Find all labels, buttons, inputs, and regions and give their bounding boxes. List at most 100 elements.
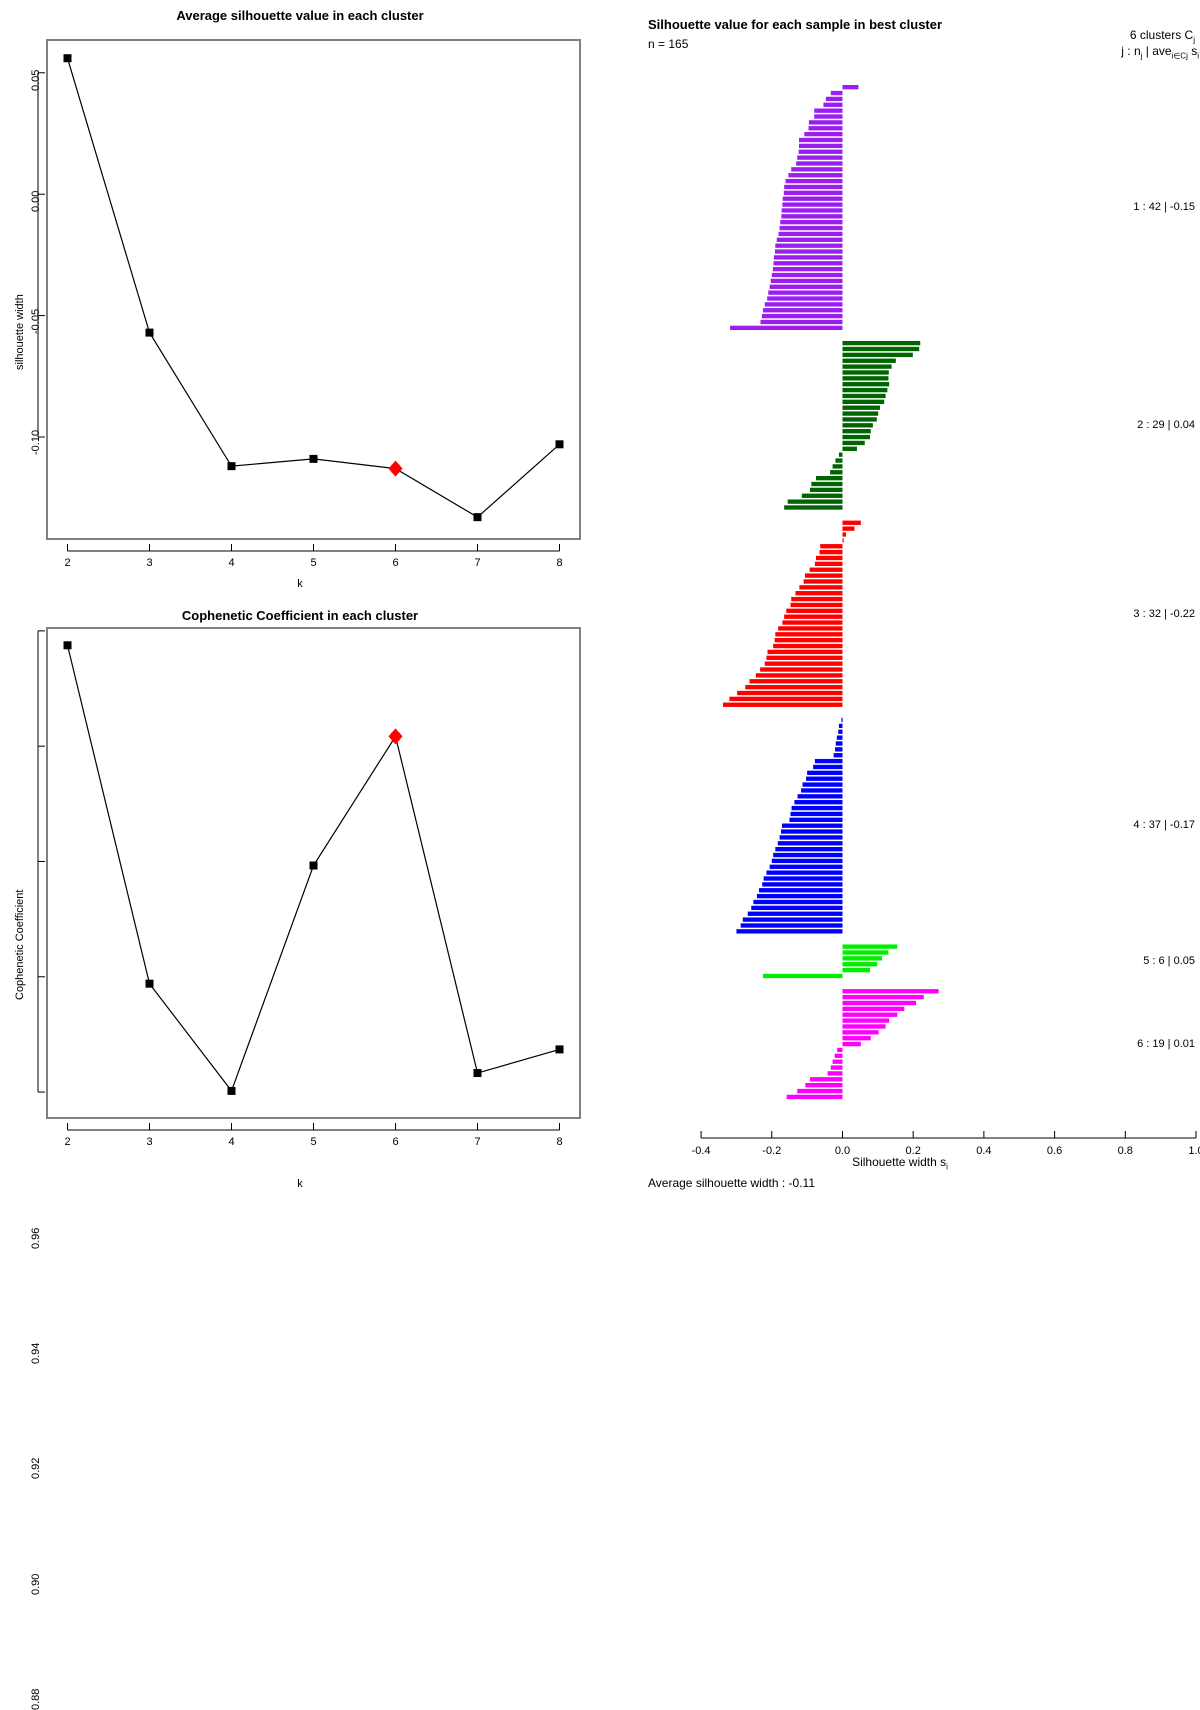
data-point-marker <box>309 861 318 870</box>
silhouette-bar <box>807 770 843 776</box>
x-tick-label: 7 <box>474 1136 481 1148</box>
silhouette-bar <box>762 308 843 313</box>
silhouette-bar <box>782 823 843 828</box>
x-tick-label: 5 <box>310 557 317 569</box>
silhouette-bar <box>842 956 883 961</box>
silhouette-bar <box>753 899 843 905</box>
highlight-diamond-marker <box>388 728 403 745</box>
x-tick-label: 6 <box>392 1136 399 1148</box>
data-point-marker <box>145 328 154 337</box>
x-tick-label: 4 <box>228 557 235 569</box>
cluster-summary-label-5: 5 : 6 | 0.05 <box>1143 955 1195 968</box>
silhouette-bar <box>805 1082 843 1088</box>
y-tick-label: 0.88 <box>30 1688 42 1710</box>
silhouette-bar <box>842 446 857 451</box>
silhouette-bar <box>809 567 843 572</box>
data-point-marker <box>63 54 72 63</box>
x-tick-label: 5 <box>310 1136 317 1148</box>
x-tick-label: 3 <box>146 1136 153 1148</box>
silhouette-bar <box>835 458 843 463</box>
silhouette-bar <box>783 190 843 196</box>
x-tick-label-silhouette: 0.8 <box>1117 1145 1133 1157</box>
silhouette-bar <box>798 137 843 143</box>
avg-silhouette-plot-area <box>37 39 581 552</box>
silhouette-bar <box>814 108 843 113</box>
silhouette-bar <box>838 452 843 457</box>
silhouette-bar <box>815 555 843 561</box>
silhouette-bar <box>842 950 889 955</box>
silhouette-bar <box>842 429 871 434</box>
silhouette-bar <box>781 208 843 213</box>
silhouette-bar <box>830 470 843 475</box>
silhouette-bar <box>820 544 843 549</box>
x-tick-label: 3 <box>146 557 153 569</box>
silhouette-bar <box>832 464 843 469</box>
data-point-marker <box>227 1086 236 1095</box>
silhouette-bar <box>842 352 913 358</box>
x-axis-label-silhouette: Silhouette width si <box>600 1155 1200 1171</box>
silhouette-bar <box>814 114 843 119</box>
data-point-marker <box>309 454 318 463</box>
x-tick-label-silhouette: 0.6 <box>1046 1145 1063 1157</box>
silhouette-bar <box>760 319 843 325</box>
silhouette-bar <box>819 549 843 555</box>
silhouette-bar <box>794 800 843 805</box>
silhouette-bar <box>842 1036 871 1041</box>
x-tick-label-silhouette: 1.0 <box>1188 1145 1200 1157</box>
silhouette-bar <box>797 794 843 799</box>
silhouette-bar <box>763 876 843 881</box>
x-tick-label: 2 <box>64 1136 71 1148</box>
silhouette-bar <box>842 399 885 405</box>
silhouette-bar <box>776 237 843 242</box>
y-tick-label: -0.05 <box>30 308 42 334</box>
silhouette-bar <box>787 499 843 504</box>
hdr2-c: s <box>1187 44 1198 58</box>
silhouette-bar <box>842 393 886 399</box>
panel-avg-silhouette: Average silhouette value in each cluster… <box>0 0 600 600</box>
silhouette-bar <box>762 882 843 887</box>
data-point-marker <box>227 462 236 471</box>
silhouette-bar <box>842 526 855 531</box>
silhouette-bar <box>842 1018 890 1023</box>
silhouette-bar <box>782 196 843 201</box>
x-tick-label: 6 <box>392 557 399 569</box>
silhouette-bar <box>767 649 843 655</box>
silhouette-bar <box>830 1065 843 1070</box>
silhouette-bar <box>842 967 871 973</box>
x-axis-label-sub: i <box>946 1162 948 1172</box>
silhouette-bar <box>798 143 843 149</box>
sample-count-label: n = 165 <box>648 37 689 51</box>
silhouette-bar <box>838 729 843 734</box>
silhouette-bar <box>751 905 843 911</box>
silhouette-bar <box>802 782 843 787</box>
silhouette-bar <box>729 696 843 702</box>
silhouette-bar <box>773 255 843 260</box>
x-axis-label-text: Silhouette width s <box>852 1155 947 1169</box>
silhouette-bar <box>814 561 843 567</box>
silhouette-bar <box>791 167 843 172</box>
silhouette-bar <box>842 411 879 416</box>
silhouette-bar <box>842 358 896 363</box>
silhouette-bar <box>809 1077 843 1082</box>
silhouette-bar <box>842 382 890 387</box>
cluster-summary-label-3: 3 : 32 | -0.22 <box>1133 607 1195 620</box>
silhouette-bar <box>842 423 873 428</box>
silhouette-bar <box>777 841 843 846</box>
silhouette-bar <box>842 1024 886 1029</box>
silhouette-bar <box>778 626 843 631</box>
page-title-silhouette-samples: Silhouette value for each sample in best… <box>648 17 943 32</box>
silhouette-bar <box>764 302 843 307</box>
silhouette-bar <box>842 1030 879 1035</box>
silhouette-bar <box>833 753 843 758</box>
x-tick-label: 2 <box>64 557 71 569</box>
silhouette-bar <box>804 131 843 137</box>
silhouette-bar <box>775 243 843 248</box>
silhouette-bar <box>842 1041 861 1047</box>
silhouette-bar <box>841 717 843 723</box>
silhouette-bar <box>842 1012 898 1017</box>
clusters-header-line2: j : nj | avei∈Cj si <box>980 44 1199 60</box>
silhouette-bar <box>759 888 843 893</box>
y-tick-label: 0.90 <box>30 1573 42 1595</box>
silhouette-bar <box>764 661 843 666</box>
